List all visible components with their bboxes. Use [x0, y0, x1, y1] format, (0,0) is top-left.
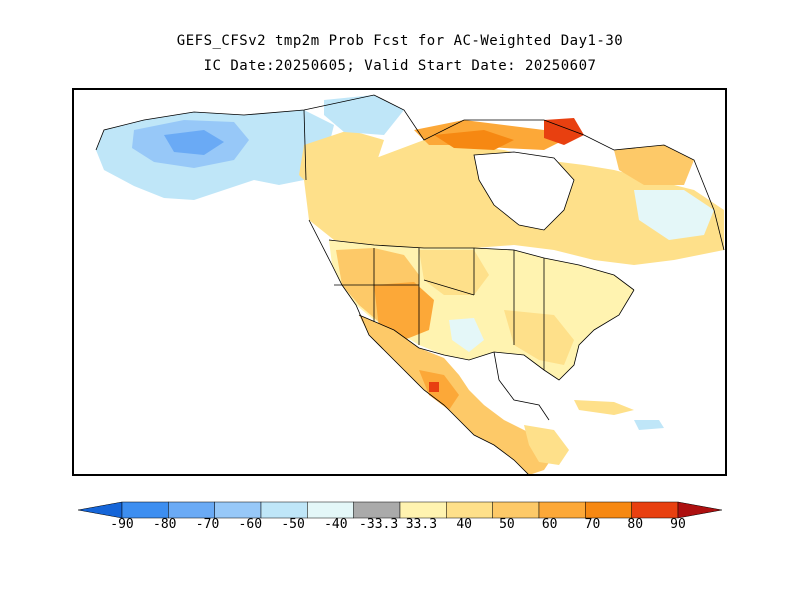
political-borders [95, 94, 725, 474]
texas-cool [449, 318, 484, 352]
colorbar-cells [78, 501, 722, 519]
colorbar-label: -33.3 [359, 517, 399, 532]
colorbar-cell [631, 501, 679, 519]
labrador-warm [614, 145, 694, 185]
colorbar-label: -90 [110, 517, 134, 532]
east-coast [493, 289, 635, 381]
nunavut-hot-core [434, 130, 514, 150]
colorbar [78, 501, 722, 519]
us-southeast-warm [504, 310, 574, 365]
colorbar-cell [78, 501, 123, 519]
colorbar-label: 60 [541, 517, 558, 532]
alaska-core-2 [164, 130, 224, 155]
colorbar-cell [168, 501, 215, 519]
arctic-islands-cold [324, 95, 404, 135]
colorbar-cell [446, 501, 493, 519]
central-america-warm [524, 425, 569, 465]
map-panel [72, 88, 727, 476]
colorbar-label: 80 [627, 517, 644, 532]
hudson-bay-outline [473, 151, 575, 231]
colorbar-cell [585, 501, 632, 519]
colorbar-label: 33.3 [405, 517, 438, 532]
colorbar-cell [307, 501, 354, 519]
map-title: GEFS_CFSv2 tmp2m Prob Fcst for AC-Weight… [176, 33, 624, 49]
state-lines [334, 248, 545, 370]
colorbar-label: 40 [456, 517, 472, 532]
colorbar-cell [538, 501, 586, 519]
cuba [574, 400, 634, 415]
colorbar-cell [353, 501, 401, 519]
quebec-cool [634, 190, 714, 240]
coastline [95, 94, 725, 251]
colorbar-label: 70 [584, 517, 601, 532]
colorbar-label: -80 [153, 517, 177, 532]
colorbar-label: 50 [499, 517, 515, 532]
colorbar-cell [260, 501, 308, 519]
colorbar-cell [492, 501, 540, 519]
map-subtitle: IC Date:20250605; Valid Start Date: 2025… [203, 58, 597, 74]
colorbar-label: 90 [670, 517, 686, 532]
colorbar-label: -70 [195, 517, 220, 532]
alaska-canada-border [303, 109, 307, 181]
colorbar-cell [399, 501, 447, 519]
colorbar-cell [121, 501, 169, 519]
colorbar-cell [677, 501, 722, 519]
greenland-tip-hot [544, 118, 584, 145]
colorbar-cell [214, 501, 262, 519]
colorbar-label: -40 [324, 517, 348, 532]
colorbar-label: -50 [281, 517, 305, 532]
us-mexico-border [358, 314, 495, 361]
hudson-bay [474, 152, 574, 230]
north-america-map [95, 94, 725, 474]
hispaniola [634, 420, 664, 430]
gulf-yucatan [493, 351, 550, 421]
mexico-hot-core [429, 382, 439, 392]
west-coast [308, 219, 529, 474]
colorbar-label: -60 [238, 517, 263, 532]
colorbar-labels: -90 -80 -70 -60 -50 -40 -33.3 33.3 40 50 60 70 80 90 [0, 517, 800, 537]
